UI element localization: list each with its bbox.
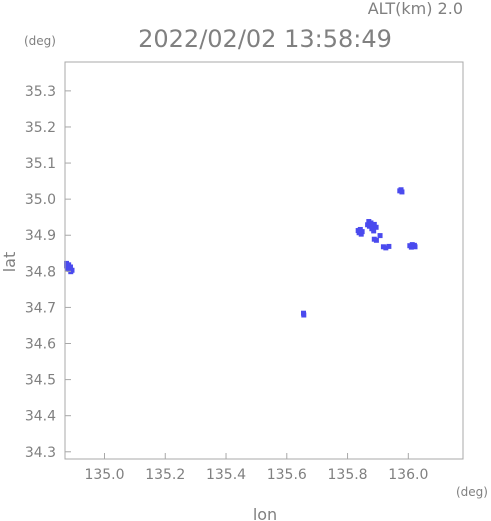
y-tick-label: 35.0 <box>25 192 56 208</box>
data-point <box>377 233 383 239</box>
y-axis-unit: (deg) <box>24 34 56 48</box>
subtitle: ALT(km) 2.0 <box>368 0 463 18</box>
plot-area-frame <box>64 61 464 460</box>
y-tick-label: 34.9 <box>25 228 56 244</box>
data-point <box>371 221 377 227</box>
data-point <box>359 229 365 235</box>
data-point <box>408 244 414 250</box>
y-tick-label: 35.2 <box>25 120 56 136</box>
data-point <box>386 243 392 249</box>
x-axis-unit: (deg) <box>456 485 488 499</box>
data-point <box>64 265 70 271</box>
data-point <box>301 312 307 318</box>
x-tick-label: 135.2 <box>145 467 185 483</box>
x-tick-label: 135.6 <box>267 467 307 483</box>
x-tick-label: 135.0 <box>84 467 124 483</box>
data-point <box>358 231 364 237</box>
x-tick-label: 135.8 <box>328 467 368 483</box>
chart-title: 2022/02/02 13:58:49 <box>138 25 392 53</box>
x-tick-label: 135.4 <box>206 467 246 483</box>
y-tick-label: 34.7 <box>25 300 56 316</box>
data-point <box>365 222 371 228</box>
data-point <box>371 228 377 234</box>
y-tick-label: 34.4 <box>25 409 56 425</box>
data-point <box>373 224 379 230</box>
y-tick-label: 34.5 <box>25 373 56 389</box>
y-tick-label: 35.1 <box>25 156 56 172</box>
y-tick-label: 34.6 <box>25 337 56 353</box>
y-tick-label: 34.3 <box>25 445 56 461</box>
x-axis: 135.0 135.2 135.4 135.6 135.8 136.0 <box>84 453 428 483</box>
data-point <box>398 187 404 193</box>
x-axis-title: lon <box>253 505 277 521</box>
data-point <box>373 237 379 243</box>
data-point <box>67 264 73 270</box>
plot-points <box>64 187 418 318</box>
y-axis-title: lat <box>0 252 19 273</box>
y-tick-label: 35.3 <box>25 84 56 100</box>
data-point <box>383 245 389 251</box>
y-tick-label: 34.8 <box>25 264 56 280</box>
data-point <box>64 260 70 266</box>
data-point <box>368 220 374 226</box>
data-point <box>412 244 418 250</box>
y-axis: 34.3 34.4 34.5 34.6 34.7 34.8 34.9 35.0 35.1 35.2… <box>25 84 71 461</box>
x-tick-label: 136.0 <box>388 467 428 483</box>
